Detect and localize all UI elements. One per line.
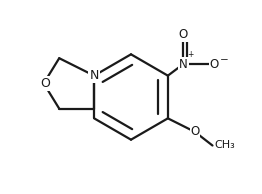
Text: O: O xyxy=(210,57,219,71)
Text: O: O xyxy=(179,28,188,42)
Text: +: + xyxy=(188,50,194,59)
Text: CH₃: CH₃ xyxy=(214,140,235,151)
Text: N: N xyxy=(179,57,188,71)
Text: −: − xyxy=(220,55,228,65)
Text: O: O xyxy=(190,125,200,139)
Text: O: O xyxy=(41,77,51,90)
Text: N: N xyxy=(89,69,99,82)
